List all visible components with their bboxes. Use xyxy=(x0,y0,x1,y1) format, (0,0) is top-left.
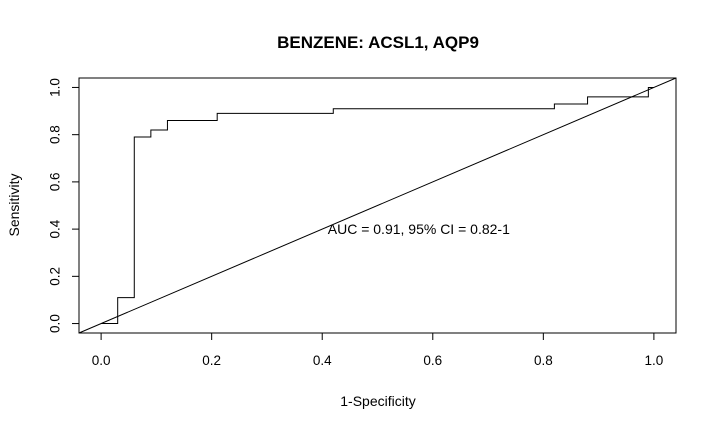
x-tick-label: 0.0 xyxy=(92,353,111,368)
x-tick-label: 0.2 xyxy=(202,353,221,368)
x-tick-label: 0.8 xyxy=(534,353,553,368)
y-axis-label: Sensitivity xyxy=(6,173,22,236)
y-tick-label: 0.8 xyxy=(48,125,63,144)
x-tick-label: 1.0 xyxy=(644,353,663,368)
auc-annotation: AUC = 0.91, 95% CI = 0.82-1 xyxy=(328,221,510,237)
y-tick-label: 0.2 xyxy=(48,267,63,286)
roc-series-group xyxy=(101,86,654,325)
x-tick-label: 0.4 xyxy=(313,353,332,368)
x-axis: 0.0 0.2 0.4 0.6 0.8 1.0 xyxy=(92,332,663,368)
y-tick-label: 0.4 xyxy=(48,219,63,238)
y-tick-label: 1.0 xyxy=(48,78,63,97)
x-tick-label: 0.6 xyxy=(423,353,442,368)
y-axis: 0.0 0.2 0.4 0.6 0.8 1.0 xyxy=(48,78,80,333)
roc-curve-line xyxy=(101,86,654,325)
y-tick-label: 0.6 xyxy=(48,172,63,191)
chart-title: BENZENE: ACSL1, AQP9 xyxy=(277,33,479,52)
x-axis-label: 1-Specificity xyxy=(340,393,415,409)
y-tick-label: 0.0 xyxy=(48,314,63,333)
reference-diagonal-line xyxy=(78,77,677,334)
